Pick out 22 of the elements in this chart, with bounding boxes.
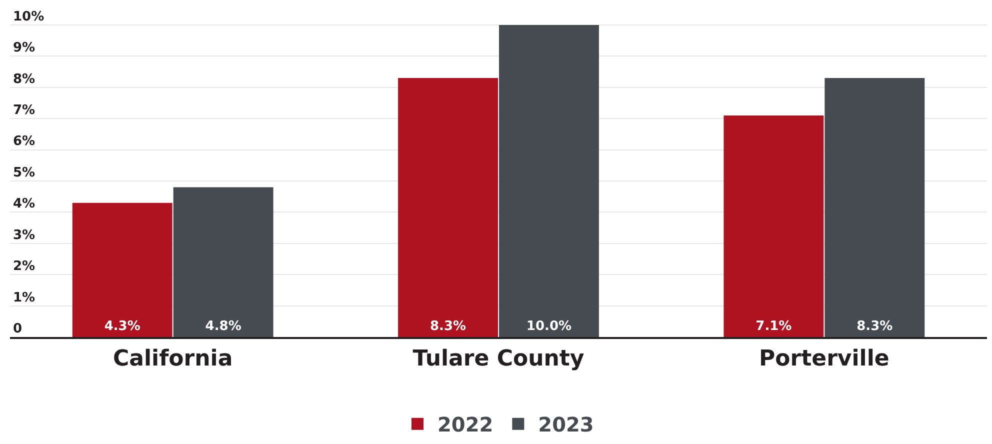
y-tick-label: 8% — [13, 72, 36, 87]
data-label: 7.1% — [756, 319, 792, 334]
y-tick-label: 4% — [13, 196, 36, 212]
y-tick-label: 10% — [13, 9, 44, 24]
y-tick-label: 6% — [13, 134, 36, 150]
x-tick-label: Tulare County — [412, 346, 584, 372]
legend-label: 2023 — [538, 412, 594, 437]
data-label: 4.3% — [104, 319, 140, 334]
y-tick-label: 2% — [13, 259, 36, 274]
data-label: 10.0% — [526, 319, 572, 334]
x-tick-label: Porterville — [759, 346, 890, 372]
data-label: 4.8% — [205, 319, 242, 334]
data-label: 8.3% — [856, 319, 893, 334]
y-tick-label: 5% — [13, 165, 36, 180]
legend-label: 2022 — [438, 412, 494, 437]
y-tick-label: 0 — [13, 321, 22, 336]
x-tick-label: California — [112, 346, 233, 372]
y-tick-label: 1% — [13, 290, 36, 306]
data-label: 8.3% — [430, 319, 466, 334]
y-tick-label: 9% — [13, 40, 36, 56]
y-tick-label: 3% — [13, 228, 36, 243]
y-tick-label: 7% — [13, 103, 36, 118]
